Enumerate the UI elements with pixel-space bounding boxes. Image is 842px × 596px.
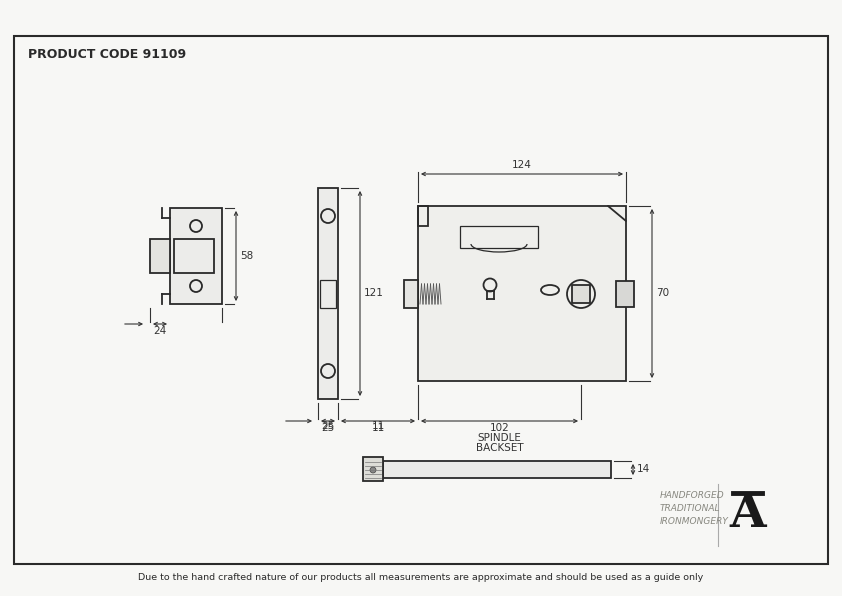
Text: IRONMONGERY: IRONMONGERY bbox=[660, 517, 729, 526]
Text: A: A bbox=[730, 491, 766, 537]
Text: 70: 70 bbox=[656, 288, 669, 299]
Text: 25: 25 bbox=[322, 423, 334, 433]
Bar bbox=[363, 457, 383, 481]
Text: 11: 11 bbox=[371, 421, 385, 431]
Text: 25: 25 bbox=[322, 421, 334, 431]
Text: Due to the hand crafted nature of our products all measurements are approximate : Due to the hand crafted nature of our pr… bbox=[138, 573, 704, 582]
Bar bbox=[150, 239, 170, 273]
Bar bbox=[404, 280, 418, 308]
Text: 124: 124 bbox=[512, 160, 532, 170]
Text: PRODUCT CODE 91109: PRODUCT CODE 91109 bbox=[28, 48, 186, 61]
Bar bbox=[320, 280, 336, 308]
Text: 11: 11 bbox=[371, 423, 385, 433]
Bar bbox=[616, 281, 634, 307]
Text: HANDFORGED: HANDFORGED bbox=[660, 491, 725, 500]
Text: 24: 24 bbox=[153, 326, 167, 336]
Bar bbox=[170, 208, 222, 304]
Circle shape bbox=[370, 467, 376, 473]
Bar bbox=[174, 239, 214, 273]
Text: TRADITIONAL: TRADITIONAL bbox=[660, 504, 721, 513]
Bar bbox=[14, 36, 828, 564]
Bar bbox=[318, 188, 338, 399]
Text: BACKSET: BACKSET bbox=[476, 443, 524, 453]
Bar bbox=[383, 461, 611, 478]
Text: 102: 102 bbox=[490, 423, 509, 433]
Text: 121: 121 bbox=[364, 288, 384, 299]
Bar bbox=[572, 285, 590, 303]
Text: SPINDLE: SPINDLE bbox=[477, 433, 521, 443]
Bar bbox=[418, 206, 428, 226]
Text: 14: 14 bbox=[637, 464, 650, 474]
Bar bbox=[460, 226, 538, 248]
Text: 58: 58 bbox=[240, 251, 253, 261]
Bar bbox=[418, 206, 626, 381]
